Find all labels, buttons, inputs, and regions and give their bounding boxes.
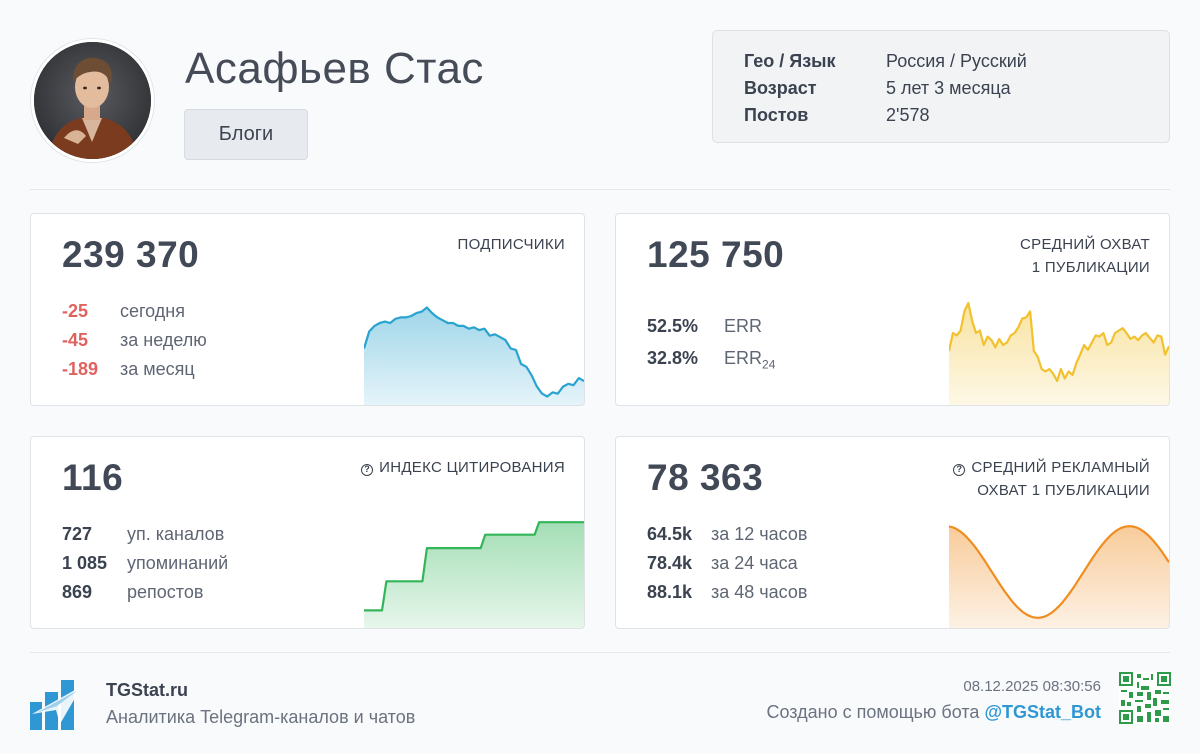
category-button[interactable]: Блоги xyxy=(184,109,308,160)
brand-tagline: Аналитика Telegram-каналов и чатов xyxy=(106,707,416,727)
stat-row-channels: 727 уп. каналов xyxy=(62,524,224,545)
footer-divider xyxy=(30,652,1170,653)
stat-number: 88.1k xyxy=(647,582,693,602)
channel-avatar xyxy=(31,39,154,162)
info-row-geo: Гео / Язык Россия / Русский xyxy=(744,48,1169,75)
stat-number: 78.4k xyxy=(647,553,693,573)
subscribers-trend-line xyxy=(364,306,584,398)
stat-label: за неделю xyxy=(120,330,207,350)
qr-code-icon xyxy=(1119,672,1171,724)
stat-number: 1 085 xyxy=(62,553,108,573)
stat-number: 64.5k xyxy=(647,524,693,544)
generated-timestamp: 08.12.2025 08:30:56 xyxy=(963,678,1101,695)
stat-label: ERR xyxy=(724,316,763,336)
brand-name[interactable]: TGStat.ru xyxy=(106,680,189,700)
citation-trend-line xyxy=(364,521,584,612)
channel-header: Асафьев Стас Блоги Гео / Язык Россия / Р… xyxy=(0,0,1200,190)
stat-label: сегодня xyxy=(120,301,185,321)
stat-number: 52.5% xyxy=(647,316,699,336)
info-value: 2'578 xyxy=(886,105,930,125)
reach-title: СРЕДНИЙ ОХВАТ 1 ПУБЛИКАЦИИ xyxy=(1020,233,1150,279)
subscribers-sparkline xyxy=(364,306,584,405)
ad-reach-trend-area xyxy=(949,526,1169,628)
stat-label: упоминаний xyxy=(127,553,229,573)
stat-label: за 12 часов xyxy=(711,524,808,544)
ad-reach-title-text: СРЕДНИЙ РЕКЛАМНЫЙ xyxy=(971,459,1150,476)
created-label: Создано с помощью бота xyxy=(766,702,980,722)
stat-row-mentions: 1 085 упоминаний xyxy=(62,553,228,574)
stat-label-text: ERR xyxy=(724,348,763,368)
stat-row-48h: 88.1k за 48 часов xyxy=(647,582,807,603)
channel-info-box: Гео / Язык Россия / Русский Возраст 5 ле… xyxy=(712,30,1170,143)
subscribers-card: 239 370 ПОДПИСЧИКИ -25 сегодня -45 за не… xyxy=(30,213,585,406)
stat-number: -25 xyxy=(62,301,89,321)
info-row-age: Возраст 5 лет 3 месяца xyxy=(744,75,1169,102)
stat-row-err: 52.5% ERR xyxy=(647,316,762,337)
channel-name: Асафьев Стас xyxy=(185,44,484,93)
citation-sparkline xyxy=(364,521,584,628)
stat-label: уп. каналов xyxy=(127,524,225,544)
stat-row-24h: 78.4k за 24 часа xyxy=(647,553,798,574)
info-key: Гео / Язык xyxy=(744,51,836,71)
stat-label: репостов xyxy=(127,582,204,602)
created-by-text: Создано с помощью бота @TGStat_Bot xyxy=(766,702,1101,723)
citation-title-text: ИНДЕКС ЦИТИРОВАНИЯ xyxy=(379,459,565,476)
citation-title: ? ИНДЕКС ЦИТИРОВАНИЯ xyxy=(361,456,565,479)
reach-title-line: 1 ПУБЛИКАЦИИ xyxy=(1031,259,1150,276)
info-key: Возраст xyxy=(744,78,817,98)
ad-reach-title: ? СРЕДНИЙ РЕКЛАМНЫЙ ОХВАТ 1 ПУБЛИКАЦИИ xyxy=(953,456,1150,502)
help-icon[interactable]: ? xyxy=(953,464,966,476)
info-value: 5 лет 3 месяца xyxy=(886,78,1011,98)
ad-reach-sparkline xyxy=(949,525,1169,628)
subscribers-trend-area xyxy=(364,307,584,405)
stat-number: 32.8% xyxy=(647,348,699,368)
citation-trend-area xyxy=(364,522,584,628)
avatar-image xyxy=(34,42,151,159)
info-row-posts: Постов 2'578 xyxy=(744,102,1169,129)
stat-number: 869 xyxy=(62,582,93,602)
stat-label: ERR24 xyxy=(724,348,775,372)
stat-label: за месяц xyxy=(120,359,195,379)
stat-row-month: -189 за месяц xyxy=(62,359,195,380)
stat-row-week: -45 за неделю xyxy=(62,330,207,351)
reach-trend-line xyxy=(949,301,1169,383)
stat-row-12h: 64.5k за 12 часов xyxy=(647,524,807,545)
stat-number: -189 xyxy=(62,359,99,379)
stat-row-err24: 32.8% ERR24 xyxy=(647,348,775,372)
stat-label: за 24 часа xyxy=(711,553,798,573)
info-value: Россия / Русский xyxy=(886,51,1027,71)
ad-reach-title-line: ОХВАТ 1 ПУБЛИКАЦИИ xyxy=(977,482,1150,499)
subscribers-value: 239 370 xyxy=(62,234,200,275)
stat-number: 727 xyxy=(62,524,93,544)
reach-sparkline xyxy=(949,301,1169,405)
bot-link[interactable]: @TGStat_Bot xyxy=(984,702,1101,722)
reach-card: 125 750 СРЕДНИЙ ОХВАТ 1 ПУБЛИКАЦИИ 52.5%… xyxy=(615,213,1170,406)
subscribers-title: ПОДПИСЧИКИ xyxy=(457,236,565,253)
stat-number: -45 xyxy=(62,330,89,350)
reach-trend-area xyxy=(949,303,1169,405)
help-icon[interactable]: ? xyxy=(361,464,374,476)
stat-row-reposts: 869 репостов xyxy=(62,582,203,603)
reach-title-line: СРЕДНИЙ ОХВАТ xyxy=(1020,236,1150,253)
header-divider xyxy=(30,189,1170,190)
info-key: Постов xyxy=(744,105,809,125)
stat-row-today: -25 сегодня xyxy=(62,301,185,322)
ad-reach-title-line: ? СРЕДНИЙ РЕКЛАМНЫЙ xyxy=(953,456,1150,479)
ad-reach-card: 78 363 ? СРЕДНИЙ РЕКЛАМНЫЙ ОХВАТ 1 ПУБЛИК… xyxy=(615,436,1170,629)
reach-value: 125 750 xyxy=(647,234,785,275)
citation-card: 116 ? ИНДЕКС ЦИТИРОВАНИЯ 727 уп. каналов … xyxy=(30,436,585,629)
stat-label: за 48 часов xyxy=(711,582,808,602)
citation-value: 116 xyxy=(62,457,124,498)
stat-label-sub: 24 xyxy=(762,357,776,372)
ad-reach-value: 78 363 xyxy=(647,457,764,498)
ad-reach-trend-line xyxy=(949,525,1169,619)
tgstat-logo-icon[interactable] xyxy=(30,680,83,730)
